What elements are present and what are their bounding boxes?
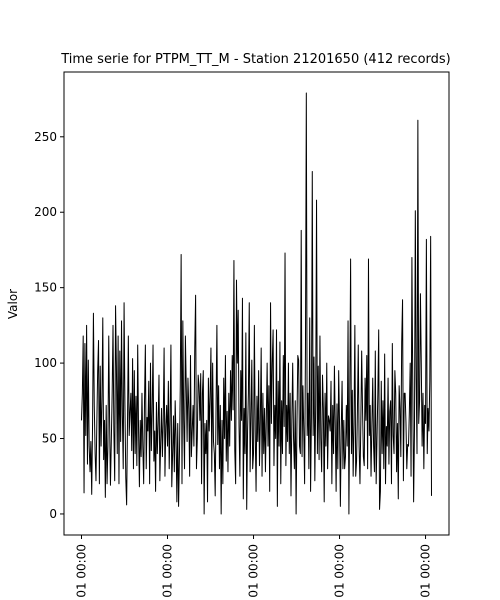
- chart-title: Time serie for PTPM_TT_M - Station 21201…: [60, 52, 451, 67]
- x-tick-label: 01 00:00: [247, 544, 261, 598]
- x-tick-label: 01 00:00: [75, 544, 89, 598]
- y-tick-label: 150: [34, 281, 57, 295]
- x-tick-label: 01 00:00: [419, 544, 433, 598]
- y-axis-label: Valor: [6, 289, 20, 319]
- x-tick-label: 01 00:00: [161, 544, 175, 598]
- y-tick-label: 0: [49, 507, 57, 521]
- y-tick-label: 200: [34, 205, 57, 219]
- y-tick-label: 250: [34, 130, 57, 144]
- plot-frame: [63, 71, 450, 536]
- y-tick-label: 100: [34, 356, 57, 370]
- x-tick-label: 01 00:00: [333, 544, 347, 598]
- y-tick-label: 50: [42, 432, 57, 446]
- data-line: [81, 92, 432, 515]
